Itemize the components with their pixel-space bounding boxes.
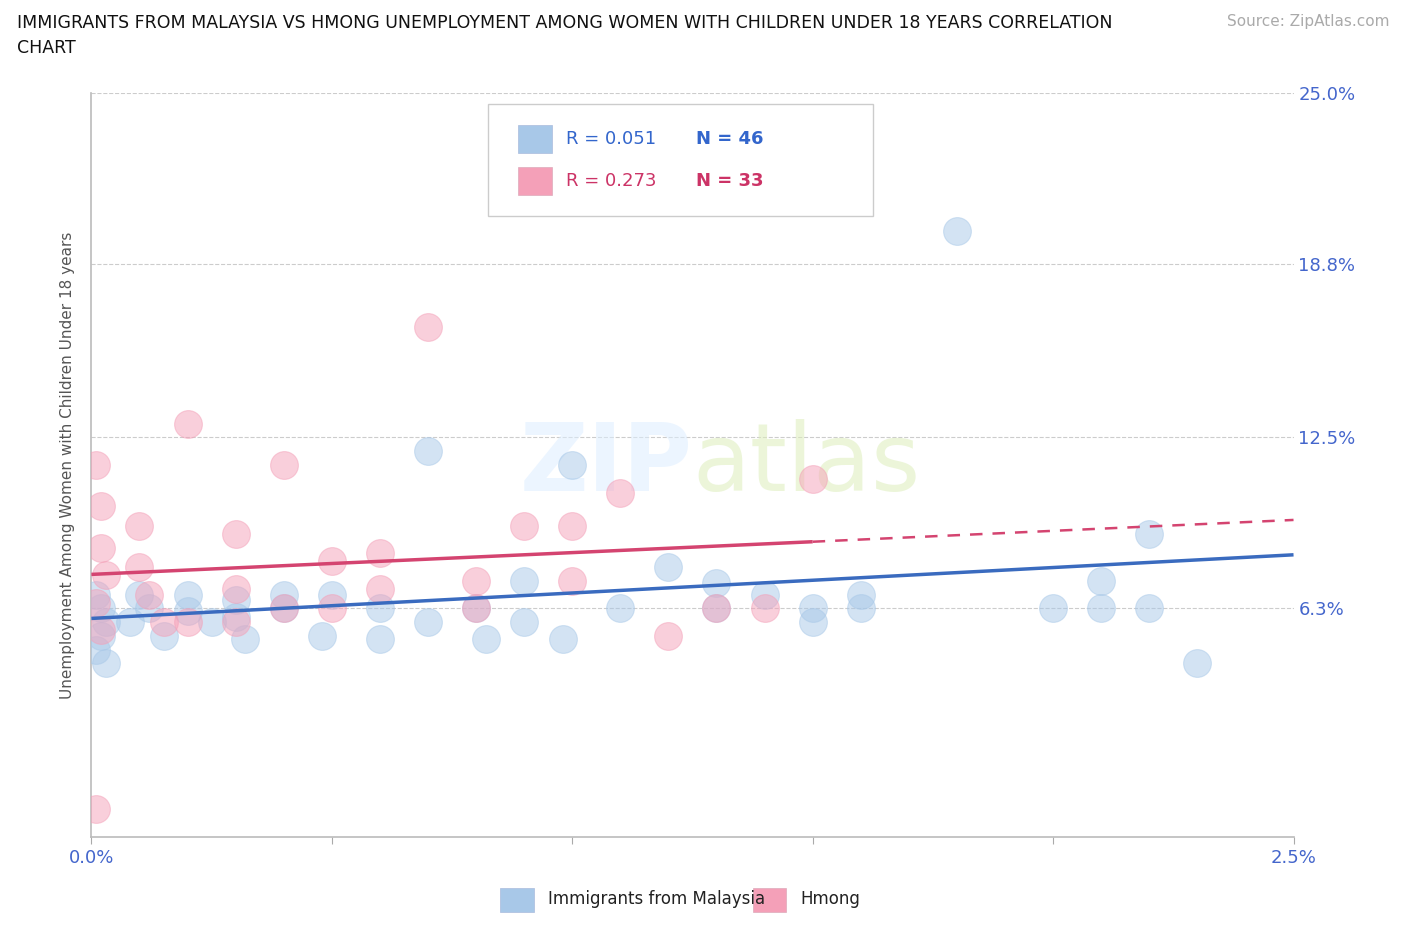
Text: R = 0.273: R = 0.273 [567, 172, 657, 191]
Point [561, 518, 583, 533]
Point [138, 601, 160, 616]
Point [176, 604, 198, 618]
Point [1187, 656, 1209, 671]
Point [84, 802, 107, 817]
Point [657, 629, 679, 644]
Point [225, 609, 247, 624]
Point [94, 568, 117, 583]
Point [90, 629, 112, 644]
Point [84, 643, 107, 658]
Point [321, 601, 343, 616]
Point [465, 573, 488, 588]
Point [513, 615, 536, 630]
Point [201, 615, 224, 630]
Point [849, 587, 872, 602]
Point [128, 560, 150, 575]
Point [128, 518, 150, 533]
Bar [752, 888, 786, 912]
Point [118, 615, 141, 630]
Point [368, 546, 391, 561]
Text: N = 33: N = 33 [696, 172, 763, 191]
Y-axis label: Unemployment Among Women with Children Under 18 years: Unemployment Among Women with Children U… [59, 232, 75, 698]
Point [513, 518, 536, 533]
Point [225, 615, 247, 630]
Point [706, 576, 728, 591]
Point [233, 631, 256, 646]
Point [416, 615, 439, 630]
Text: ZIP: ZIP [520, 419, 692, 511]
Point [90, 601, 112, 616]
Point [152, 629, 174, 644]
Point [849, 601, 872, 616]
Text: N = 46: N = 46 [696, 129, 763, 148]
Point [225, 526, 247, 541]
Point [176, 615, 198, 630]
Point [94, 656, 117, 671]
Point [152, 615, 174, 630]
Point [416, 444, 439, 458]
Text: IMMIGRANTS FROM MALAYSIA VS HMONG UNEMPLOYMENT AMONG WOMEN WITH CHILDREN UNDER 1: IMMIGRANTS FROM MALAYSIA VS HMONG UNEMPL… [17, 14, 1112, 32]
Bar [519, 167, 551, 195]
Point [90, 498, 112, 513]
Point [609, 485, 631, 500]
Point [561, 458, 583, 472]
Point [465, 601, 488, 616]
Point [273, 587, 295, 602]
Point [1137, 601, 1160, 616]
Point [706, 601, 728, 616]
Point [90, 623, 112, 638]
Point [273, 458, 295, 472]
Point [465, 601, 488, 616]
Point [609, 601, 631, 616]
Point [128, 587, 150, 602]
Text: R = 0.051: R = 0.051 [567, 129, 657, 148]
Point [311, 629, 333, 644]
Point [1137, 526, 1160, 541]
Point [754, 587, 776, 602]
Point [90, 540, 112, 555]
Point [561, 573, 583, 588]
Point [273, 601, 295, 616]
Point [1090, 601, 1112, 616]
Point [225, 592, 247, 607]
Bar [519, 125, 551, 153]
Text: CHART: CHART [17, 39, 76, 57]
Point [321, 587, 343, 602]
Point [138, 587, 160, 602]
Point [801, 601, 824, 616]
Point [513, 573, 536, 588]
Point [474, 631, 496, 646]
Point [176, 417, 198, 432]
Point [416, 320, 439, 335]
Text: Source: ZipAtlas.com: Source: ZipAtlas.com [1226, 14, 1389, 29]
FancyBboxPatch shape [488, 104, 873, 216]
Point [946, 223, 969, 238]
Point [368, 631, 391, 646]
Point [801, 615, 824, 630]
Point [84, 458, 107, 472]
Point [754, 601, 776, 616]
Point [706, 601, 728, 616]
Point [84, 587, 107, 602]
Bar [501, 888, 534, 912]
Point [1042, 601, 1064, 616]
Point [1090, 573, 1112, 588]
Point [225, 581, 247, 596]
Text: atlas: atlas [692, 419, 921, 511]
Point [551, 631, 574, 646]
Point [368, 581, 391, 596]
Point [273, 601, 295, 616]
Point [657, 560, 679, 575]
Text: Immigrants from Malaysia: Immigrants from Malaysia [548, 891, 765, 909]
Point [801, 472, 824, 486]
Point [94, 615, 117, 630]
Point [84, 595, 107, 610]
Text: Hmong: Hmong [800, 891, 860, 909]
Point [321, 554, 343, 569]
Point [368, 601, 391, 616]
Point [176, 587, 198, 602]
